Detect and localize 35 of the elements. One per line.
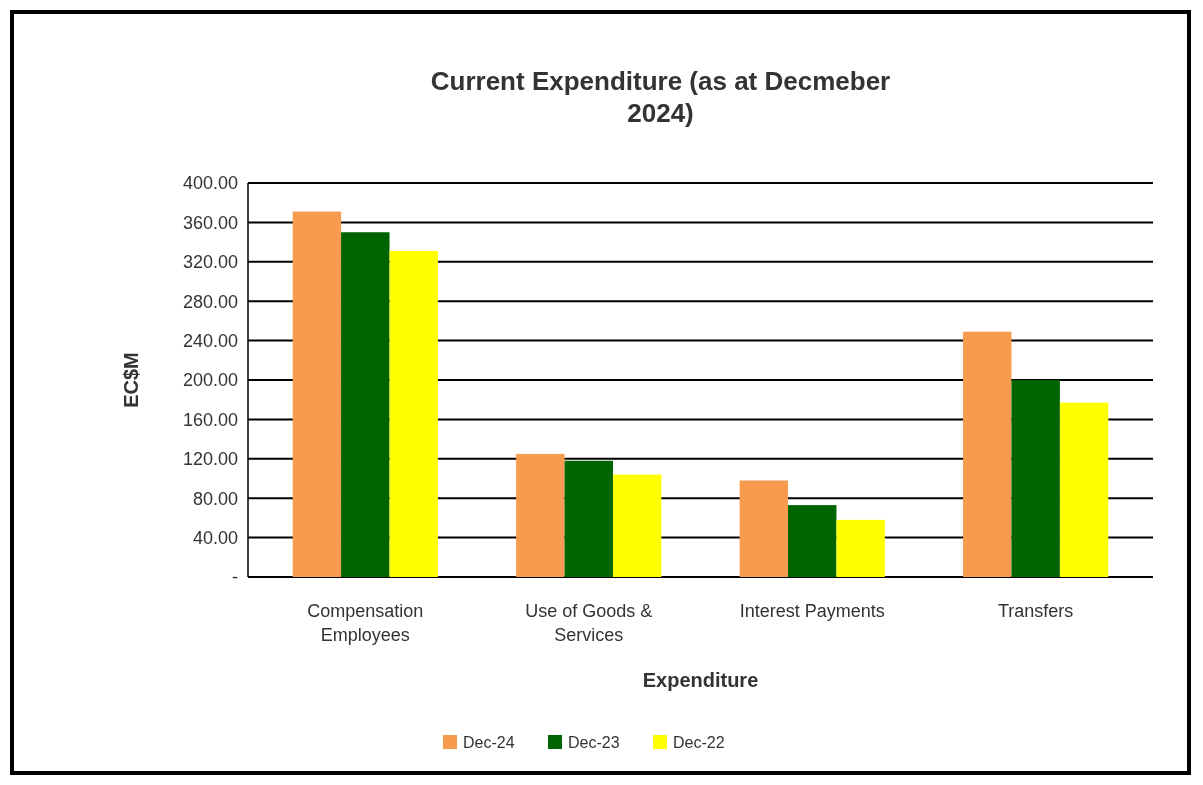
y-tick-label: 280.00 bbox=[182, 291, 238, 312]
legend-label: Dec-22 bbox=[673, 733, 725, 751]
y-tick-label: 200.00 bbox=[182, 370, 238, 391]
bar bbox=[1059, 402, 1109, 577]
legend-label: Dec-24 bbox=[463, 733, 515, 751]
y-tick-label: - bbox=[232, 567, 238, 588]
category-label: Compensation bbox=[307, 601, 424, 621]
bar bbox=[1011, 380, 1060, 577]
category-label: Transfers bbox=[998, 601, 1074, 621]
bar bbox=[564, 460, 613, 577]
category-label: Services bbox=[554, 625, 624, 645]
legend-label: Dec-23 bbox=[568, 733, 620, 751]
bar bbox=[516, 453, 565, 577]
y-tick-label: 320.00 bbox=[182, 252, 238, 273]
category-label: Employees bbox=[320, 625, 410, 645]
bar bbox=[963, 331, 1012, 577]
category-label: Use of Goods & bbox=[525, 601, 653, 621]
y-tick-label: 40.00 bbox=[192, 527, 238, 548]
bar bbox=[389, 250, 438, 577]
bar bbox=[788, 505, 837, 577]
bar bbox=[341, 232, 390, 577]
y-tick-label: 120.00 bbox=[182, 449, 238, 470]
bar bbox=[292, 211, 342, 577]
bar bbox=[836, 519, 885, 577]
y-axis-title: EC$M bbox=[120, 352, 142, 408]
y-tick-label: 400.00 bbox=[182, 173, 238, 194]
bar bbox=[739, 480, 789, 577]
y-tick-label: 360.00 bbox=[182, 212, 238, 233]
y-tick-label: 240.00 bbox=[182, 330, 238, 351]
x-axis-title: Expenditure bbox=[642, 669, 759, 691]
category-label: Interest Payments bbox=[739, 601, 885, 621]
bar bbox=[612, 474, 662, 577]
y-tick-label: 160.00 bbox=[182, 409, 238, 430]
chart-title: Current Expenditure (as at Decmeber 2024) bbox=[430, 66, 891, 128]
y-tick-label: 80.00 bbox=[192, 488, 238, 509]
